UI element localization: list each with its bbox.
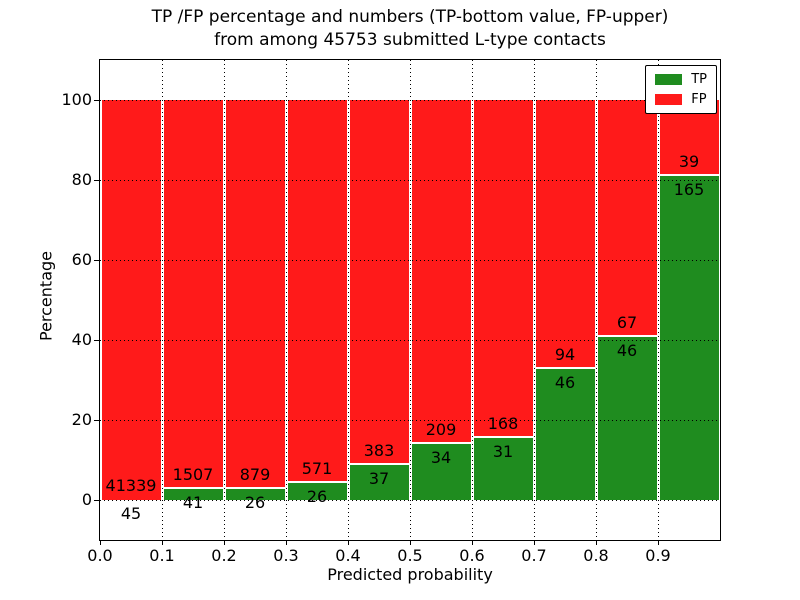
tp-count-label: 26 bbox=[306, 487, 328, 506]
bar-segment-tp bbox=[473, 438, 533, 500]
x-tick-label: 0.1 bbox=[149, 546, 175, 565]
chart-title-line1: TP /FP percentage and numbers (TP-bottom… bbox=[151, 7, 669, 27]
x-tick-mark bbox=[409, 540, 411, 545]
y-tick-label: 20 bbox=[71, 410, 92, 429]
fp-count-label: 39 bbox=[678, 152, 700, 171]
x-axis-title: Predicted probability bbox=[327, 565, 493, 584]
x-tick-label: 0.6 bbox=[459, 546, 485, 565]
fp-count-label: 1507 bbox=[172, 465, 214, 484]
gridline-vertical bbox=[658, 60, 659, 540]
x-tick-label: 0.7 bbox=[521, 546, 547, 565]
x-tick-mark bbox=[347, 540, 349, 545]
x-tick-mark bbox=[595, 540, 597, 545]
tp-count-label: 37 bbox=[368, 469, 390, 488]
bar-segment-fp bbox=[535, 100, 595, 367]
bar-segment-tp bbox=[287, 483, 347, 500]
gridline-vertical bbox=[596, 60, 597, 540]
x-tick-label: 0.5 bbox=[397, 546, 423, 565]
tp-count-label: 46 bbox=[616, 341, 638, 360]
chart-title-line2: from among 45753 submitted L-type contac… bbox=[214, 30, 606, 50]
bar-segment-tp bbox=[535, 369, 595, 500]
chart-title: TP /FP percentage and numbers (TP-bottom… bbox=[100, 6, 720, 52]
bar-segment-tp bbox=[411, 444, 471, 500]
bar-segment-tp bbox=[163, 489, 223, 500]
y-tick-mark bbox=[94, 259, 99, 261]
tp-count-label: 45 bbox=[120, 504, 142, 523]
x-tick-mark bbox=[100, 540, 101, 545]
legend: TP FP bbox=[645, 65, 717, 114]
gridline-vertical bbox=[348, 60, 349, 540]
bar-segment-fp bbox=[473, 100, 533, 436]
legend-label-tp: TP bbox=[691, 72, 707, 87]
fp-count-label: 383 bbox=[363, 441, 395, 460]
tp-count-label: 41 bbox=[182, 493, 204, 512]
y-tick-mark bbox=[94, 419, 99, 421]
tp-count-label: 46 bbox=[554, 373, 576, 392]
y-tick-label: 0 bbox=[81, 490, 92, 509]
gridline-vertical bbox=[410, 60, 411, 540]
x-tick-mark bbox=[223, 540, 225, 545]
fp-count-label: 879 bbox=[239, 465, 271, 484]
gridline-vertical bbox=[534, 60, 535, 540]
x-tick-label: 0.8 bbox=[583, 546, 609, 565]
x-tick-mark bbox=[161, 540, 163, 545]
bar-segment-fp bbox=[597, 100, 657, 335]
legend-swatch-tp bbox=[655, 74, 683, 85]
bar-segment-fp bbox=[163, 100, 223, 487]
x-tick-mark bbox=[471, 540, 473, 545]
y-tick-mark bbox=[94, 499, 99, 501]
x-tick-mark bbox=[657, 540, 659, 545]
bar-segment-fp bbox=[225, 100, 285, 487]
gridline-vertical bbox=[472, 60, 473, 540]
legend-label-fp: FP bbox=[691, 92, 707, 107]
bar-segment-fp bbox=[349, 100, 409, 463]
x-tick-label: 0.0 bbox=[87, 546, 113, 565]
bar-segment-fp bbox=[411, 100, 471, 442]
y-tick-label: 60 bbox=[71, 250, 92, 269]
bar-segment-tp bbox=[597, 337, 657, 500]
plot-area: TP FP 41339 45 1507 41 879 26 571 26 383 37 209 34 16… bbox=[94, 59, 721, 545]
fp-count-label: 168 bbox=[487, 414, 519, 433]
tp-count-label: 26 bbox=[244, 493, 266, 512]
gridline-vertical bbox=[224, 60, 225, 540]
bar-segment-tp bbox=[659, 176, 719, 500]
legend-swatch-fp bbox=[655, 94, 683, 105]
bar-segment-tp bbox=[349, 465, 409, 500]
tp-count-label: 31 bbox=[492, 442, 514, 461]
x-tick-label: 0.2 bbox=[211, 546, 237, 565]
fp-count-label: 41339 bbox=[105, 476, 157, 495]
y-tick-mark bbox=[94, 99, 99, 101]
x-tick-mark bbox=[285, 540, 287, 545]
y-tick-label: 40 bbox=[71, 330, 92, 349]
y-tick-mark bbox=[94, 339, 99, 341]
x-tick-label: 0.4 bbox=[335, 546, 361, 565]
fp-count-label: 67 bbox=[616, 313, 638, 332]
x-tick-label: 0.3 bbox=[273, 546, 299, 565]
y-tick-label: 80 bbox=[71, 170, 92, 189]
bar-segment-tp bbox=[225, 489, 285, 500]
gridline-vertical bbox=[162, 60, 163, 540]
legend-entry: TP bbox=[655, 73, 707, 86]
legend-entry: FP bbox=[655, 93, 707, 106]
gridline-vertical bbox=[286, 60, 287, 540]
tp-count-label: 34 bbox=[430, 448, 452, 467]
tp-count-label: 165 bbox=[673, 180, 705, 199]
y-tick-label: 100 bbox=[61, 90, 92, 109]
x-tick-label: 0.9 bbox=[645, 546, 671, 565]
fp-count-label: 209 bbox=[425, 420, 457, 439]
y-tick-mark bbox=[94, 179, 99, 181]
bar-segment-fp bbox=[101, 100, 161, 500]
x-tick-mark bbox=[533, 540, 535, 545]
fp-count-label: 94 bbox=[554, 345, 576, 364]
bar-segment-fp bbox=[287, 100, 347, 481]
fp-count-label: 571 bbox=[301, 459, 333, 478]
